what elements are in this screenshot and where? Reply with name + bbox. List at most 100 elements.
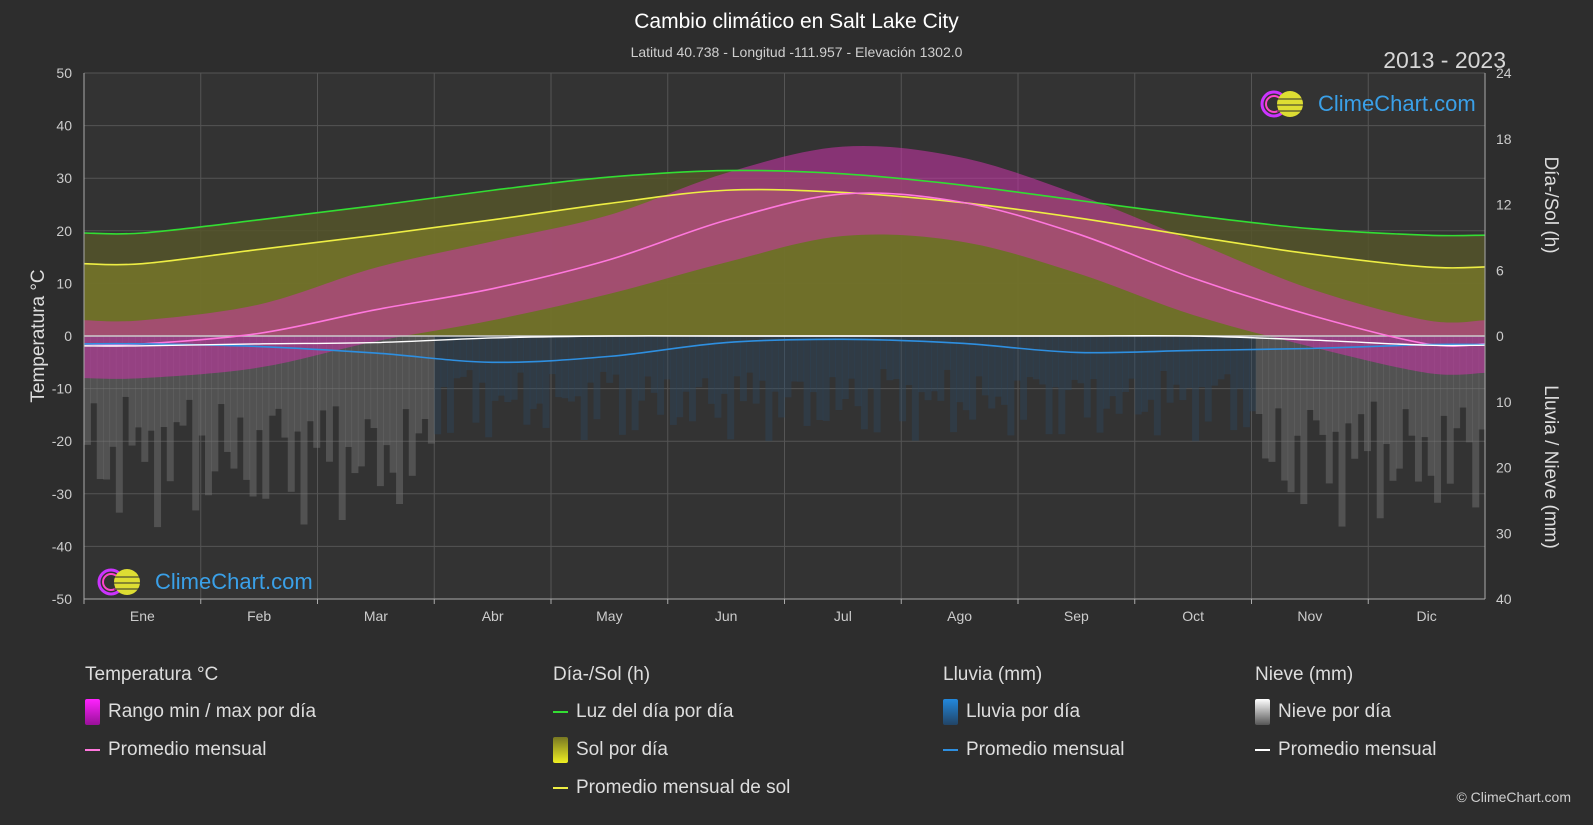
precip-bar — [325, 336, 333, 462]
legend-label: Lluvia por día — [966, 701, 1081, 722]
precip-bar — [1064, 336, 1072, 391]
y-tick-label-left: 40 — [56, 118, 72, 134]
rain-avg-line — [83, 338, 1486, 364]
precip-bar — [1204, 336, 1212, 422]
precip-bar — [1001, 336, 1008, 405]
axes: 50 40 30 20 10 0 -10 -20 -30 -40 -50 24 18 12 6 0 10 20 30… — [52, 65, 1512, 624]
snow-avg-swatch — [1255, 749, 1270, 751]
snow-avg-line — [83, 335, 1486, 347]
precip-bar — [1032, 336, 1040, 380]
precip-bar — [1230, 336, 1238, 431]
logo-top[interactable]: ClimeChart.com — [1258, 88, 1476, 120]
logo-bottom[interactable]: ClimeChart.com — [95, 566, 313, 598]
precip-bar — [803, 336, 811, 426]
precip-bar — [1185, 336, 1193, 388]
x-tick-label: Feb — [247, 608, 271, 624]
precip-bar — [1192, 336, 1200, 442]
daylight-line — [83, 169, 1486, 237]
precip-bar — [720, 336, 728, 394]
precip-bar — [638, 336, 645, 401]
snow-swatch — [1255, 699, 1270, 725]
precip-bar — [1026, 336, 1034, 378]
x-tick-label: Ene — [130, 608, 155, 624]
sun-avg-swatch — [553, 787, 568, 789]
precip-bar — [173, 336, 181, 423]
legend-rain: Lluvia (mm) Lluvia por día Promedio mens… — [943, 664, 1124, 776]
precip-bar — [663, 336, 671, 380]
precip-bar — [529, 336, 537, 409]
y-tick-label-left: 30 — [56, 170, 72, 186]
precip-bar — [860, 336, 868, 430]
legend-label: Promedio mensual — [108, 739, 267, 760]
precip-bar — [962, 336, 970, 411]
y-tick-label-right-hours: 12 — [1496, 197, 1512, 213]
precip-bar — [657, 336, 665, 415]
precip-bar — [1383, 336, 1391, 445]
logo-icon — [97, 568, 140, 596]
y-tick-label-right-hours: 18 — [1496, 131, 1512, 147]
precip-bar — [1332, 336, 1340, 432]
legend-item-snow: Nieve por día — [1255, 699, 1436, 725]
precip-bar — [854, 336, 862, 407]
precip-bar — [281, 336, 289, 438]
precip-bar — [1293, 336, 1301, 436]
y-tick-label-left: -20 — [52, 433, 72, 449]
precip-bar — [300, 336, 308, 525]
x-tick-label: Ago — [947, 608, 972, 624]
precip-bar — [708, 336, 716, 404]
x-tick-label: Jul — [834, 608, 852, 624]
precip-bar — [1115, 336, 1123, 414]
precip-bar — [1134, 336, 1142, 415]
y-axis-label-right-top: Día-/Sol (h) — [1540, 156, 1561, 253]
chart-title: Cambio climático en Salt Lake City — [634, 10, 959, 33]
precip-bar — [688, 336, 696, 422]
precip-bar — [841, 336, 849, 400]
data-fills — [84, 145, 1486, 528]
y-tick-label-right-mm: 30 — [1496, 525, 1512, 541]
y-tick-label-right-hours: 6 — [1496, 262, 1504, 278]
precip-bar — [1364, 336, 1371, 452]
precip-bar — [230, 336, 238, 469]
precip-bar — [911, 336, 919, 441]
precip-bar — [313, 336, 321, 448]
y-tick-label-left: -10 — [52, 381, 72, 397]
precip-bar — [147, 336, 155, 431]
legend-item-rain: Lluvia por día — [943, 699, 1124, 725]
precip-bar — [988, 336, 996, 409]
precip-bar — [485, 336, 493, 438]
precip-bar — [1434, 336, 1442, 503]
precip-bar — [345, 336, 353, 447]
precip-bar — [1013, 336, 1021, 381]
legend-item-rain-avg: Promedio mensual — [943, 738, 1124, 762]
x-tick-label: Dic — [1417, 608, 1437, 624]
precip-bar — [319, 336, 327, 411]
y-axis-label-left: Temperatura °C — [28, 269, 49, 402]
precip-bar — [1306, 336, 1314, 410]
precip-bar — [1083, 336, 1091, 418]
precip-bar — [1408, 336, 1416, 436]
logo-text: ClimeChart.com — [1318, 91, 1476, 116]
precip-bar — [466, 336, 474, 371]
precip-bar — [1211, 336, 1219, 386]
precip-bar — [778, 336, 786, 418]
x-tick-label: May — [596, 608, 622, 624]
data-lines — [83, 169, 1486, 364]
rain-swatch — [943, 699, 958, 725]
precip-bar — [287, 336, 295, 492]
precip-bar — [746, 336, 754, 373]
precip-bar — [1414, 336, 1422, 482]
legend-label: Nieve por día — [1278, 701, 1392, 722]
precip-bar — [1478, 336, 1486, 430]
precip-bar — [752, 336, 760, 404]
y-axis-label-right-bottom: Lluvia / Nieve (mm) — [1540, 385, 1561, 549]
legend-heading: Día-/Sol (h) — [553, 664, 651, 685]
precip-bar — [179, 336, 187, 426]
logo-icon — [1260, 90, 1303, 118]
legend-item-sun: Sol por día — [553, 737, 790, 763]
precip-bar — [421, 336, 429, 419]
precip-bar — [1109, 336, 1117, 397]
precip-bar — [523, 336, 531, 425]
precip-bar — [1325, 336, 1333, 484]
precip-bar — [1395, 336, 1403, 469]
